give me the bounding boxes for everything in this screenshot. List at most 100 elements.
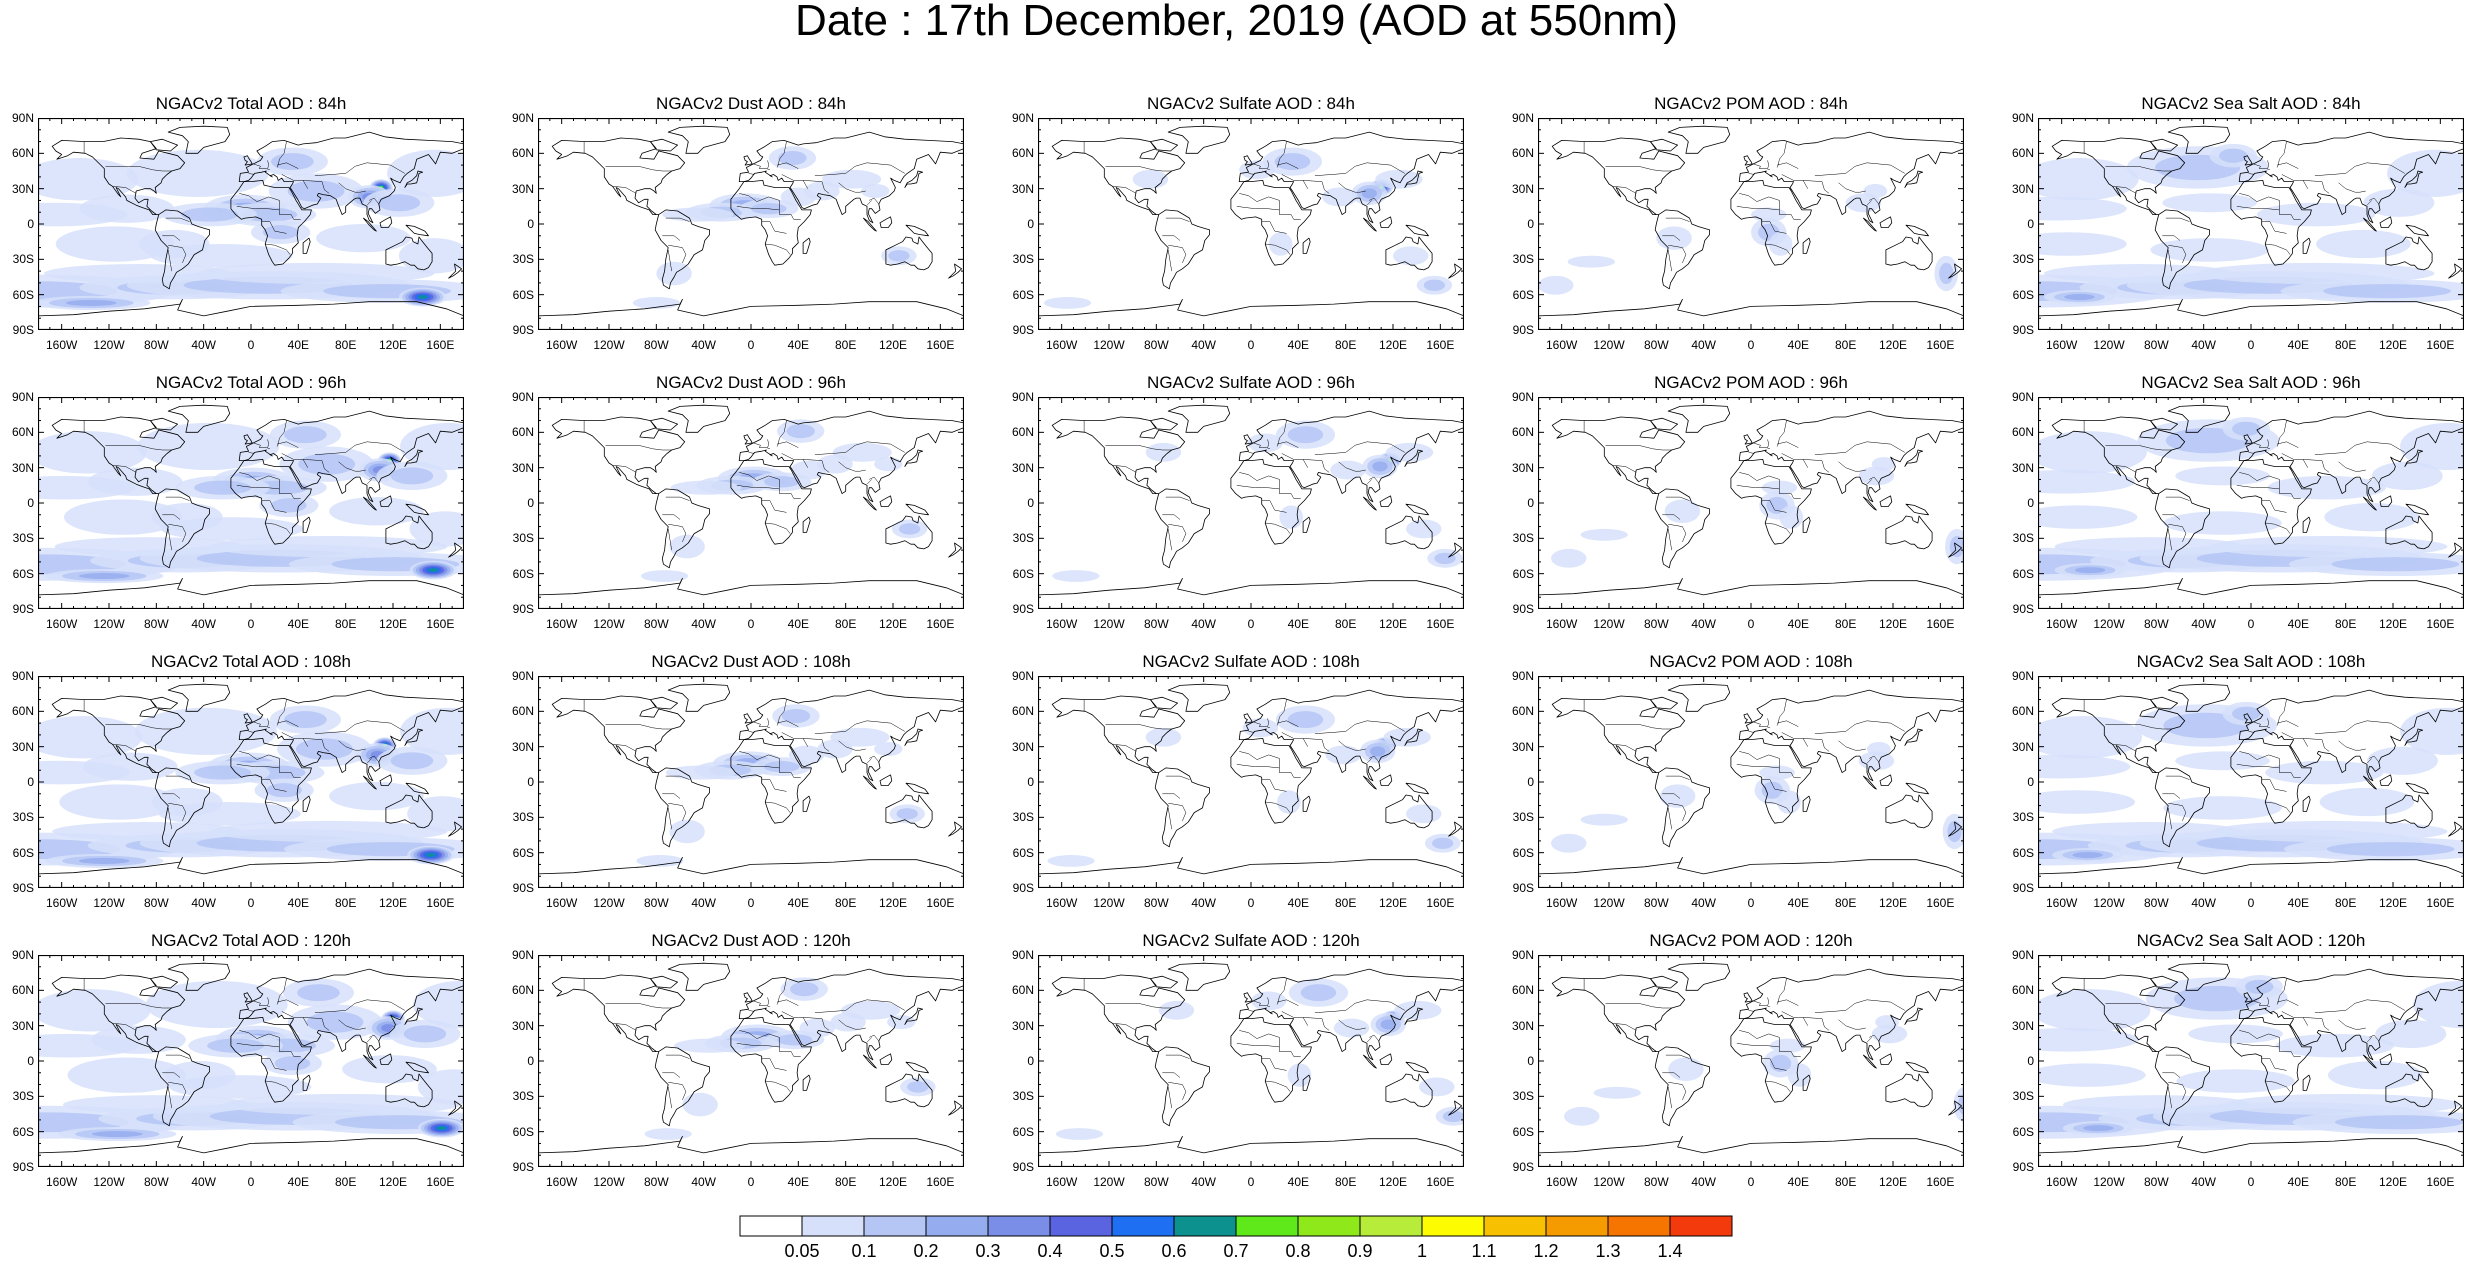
- country-border: [753, 721, 770, 729]
- colorbar-label: 0.1: [851, 1241, 877, 1261]
- country-border: [2281, 453, 2309, 468]
- longitude-label: 120W: [1593, 896, 1625, 910]
- country-border: [761, 779, 787, 792]
- country-border: [1162, 793, 1181, 799]
- latitude-label: 30N: [511, 1018, 534, 1033]
- country-border: [1168, 1081, 1187, 1100]
- aod-shading: [38, 147, 464, 310]
- coastline-samerica: [154, 488, 211, 569]
- country-border: [261, 500, 287, 513]
- aod-plume: [1370, 746, 1386, 757]
- coastlines: [538, 125, 964, 317]
- aod-plume: [274, 1056, 311, 1071]
- country-border: [2112, 186, 2137, 194]
- coastline-uk: [1743, 713, 1753, 724]
- longitude-label: 40E: [287, 617, 309, 631]
- coastline-baffin: [1650, 138, 1679, 152]
- latitude-label: 90N: [1011, 669, 1034, 683]
- longitude-label: 120W: [593, 896, 625, 910]
- country-border: [1781, 174, 1809, 189]
- latitude-label: 90N: [511, 390, 534, 404]
- country-border: [1814, 720, 1905, 734]
- aod-plume: [390, 752, 434, 770]
- country-border: [276, 720, 299, 727]
- aod-plume: [674, 1038, 746, 1053]
- country-border: [612, 465, 637, 473]
- map-panel-dust-108h: NGACv2 Dust AOD : 108h 90N 60N 30N 0 30S 60S 90…: [500, 652, 1000, 922]
- country-border: [2165, 217, 2190, 222]
- country-border: [2165, 496, 2190, 501]
- country-border: [1265, 243, 1291, 255]
- country-border: [1276, 720, 1299, 727]
- longitude-label: 120E: [878, 1175, 908, 1189]
- country-border: [1236, 485, 1280, 490]
- latitude-label: 60S: [12, 845, 34, 860]
- longitude-label: 80W: [643, 896, 669, 910]
- longitude-label: 120E: [1378, 1175, 1408, 1189]
- coastline-borneo: [1379, 774, 1393, 786]
- longitude-label: 120W: [593, 1175, 625, 1189]
- coastline-newguinea: [405, 503, 429, 516]
- country-border: [1612, 465, 1637, 473]
- aod-plume: [38, 989, 151, 1032]
- map-plot-area: [38, 676, 464, 888]
- country-border: [165, 496, 190, 501]
- country-border: [303, 180, 330, 194]
- panel-title: NGACv2 Sea Salt AOD : 96h: [2141, 373, 2361, 392]
- latitude-label: 60S: [2012, 1124, 2034, 1139]
- coastline-uk: [1743, 992, 1753, 1003]
- coastline-eurasia: [2238, 689, 2464, 782]
- latitude-label: 30S: [1512, 1089, 1534, 1104]
- country-border: [2239, 751, 2301, 778]
- latitude-label: 60S: [512, 1124, 534, 1139]
- country-border: [105, 445, 172, 451]
- coastline-borneo: [1379, 495, 1393, 507]
- country-border: [776, 699, 787, 726]
- country-border: [776, 420, 787, 447]
- country-border: [1267, 997, 1269, 1006]
- country-border: [338, 1019, 366, 1030]
- colorbar-label: 0.7: [1223, 1241, 1249, 1261]
- country-border: [739, 193, 801, 220]
- longitude-label: 120W: [593, 617, 625, 631]
- country-border: [1162, 514, 1181, 520]
- longitude-label: 120E: [2378, 338, 2408, 352]
- country-border: [366, 758, 372, 764]
- coastline-australia: [385, 1073, 433, 1108]
- map-plot-area: [538, 118, 964, 330]
- country-border: [1239, 472, 1301, 499]
- country-border: [1781, 732, 1809, 747]
- coastline-africa: [2230, 180, 2312, 266]
- latitude-label: 0: [1527, 1054, 1534, 1068]
- coastline-baffin: [1150, 975, 1179, 989]
- longitude-label: 40E: [1787, 617, 1809, 631]
- map-frame: [1538, 955, 1964, 1167]
- coastline-madagascar: [1302, 516, 1311, 533]
- coastline-namerica: [1051, 695, 1186, 773]
- colorbar-box: [1111, 1215, 1175, 1237]
- coastline-japan: [404, 449, 424, 467]
- country-border: [2167, 528, 2172, 551]
- coastline-namerica: [2051, 137, 2186, 215]
- country-border: [1866, 479, 1872, 485]
- latitude-label: 30N: [1511, 460, 1534, 475]
- country-border: [265, 243, 291, 255]
- coastline-africa: [1730, 1017, 1812, 1103]
- country-border: [112, 465, 137, 473]
- coastline-namerica: [1551, 974, 1686, 1052]
- country-border: [605, 1003, 672, 1009]
- map-frame: [1038, 676, 1464, 888]
- latitude-label: 30S: [1012, 531, 1034, 546]
- longitude-label: 120W: [93, 1175, 125, 1189]
- longitude-label: 40E: [787, 338, 809, 352]
- aod-plume: [2327, 1061, 2423, 1090]
- map-frame: [2038, 397, 2464, 609]
- panel-title: NGACv2 Sea Salt AOD : 108h: [2136, 652, 2366, 671]
- coastline-baffin: [1650, 975, 1679, 989]
- country-border: [1736, 764, 1780, 769]
- coastline-samerica: [1154, 767, 1211, 848]
- longitude-label: 80W: [143, 338, 169, 352]
- coastline-indonesia: [362, 496, 377, 511]
- country-border: [369, 476, 379, 484]
- country-border: [2314, 999, 2405, 1013]
